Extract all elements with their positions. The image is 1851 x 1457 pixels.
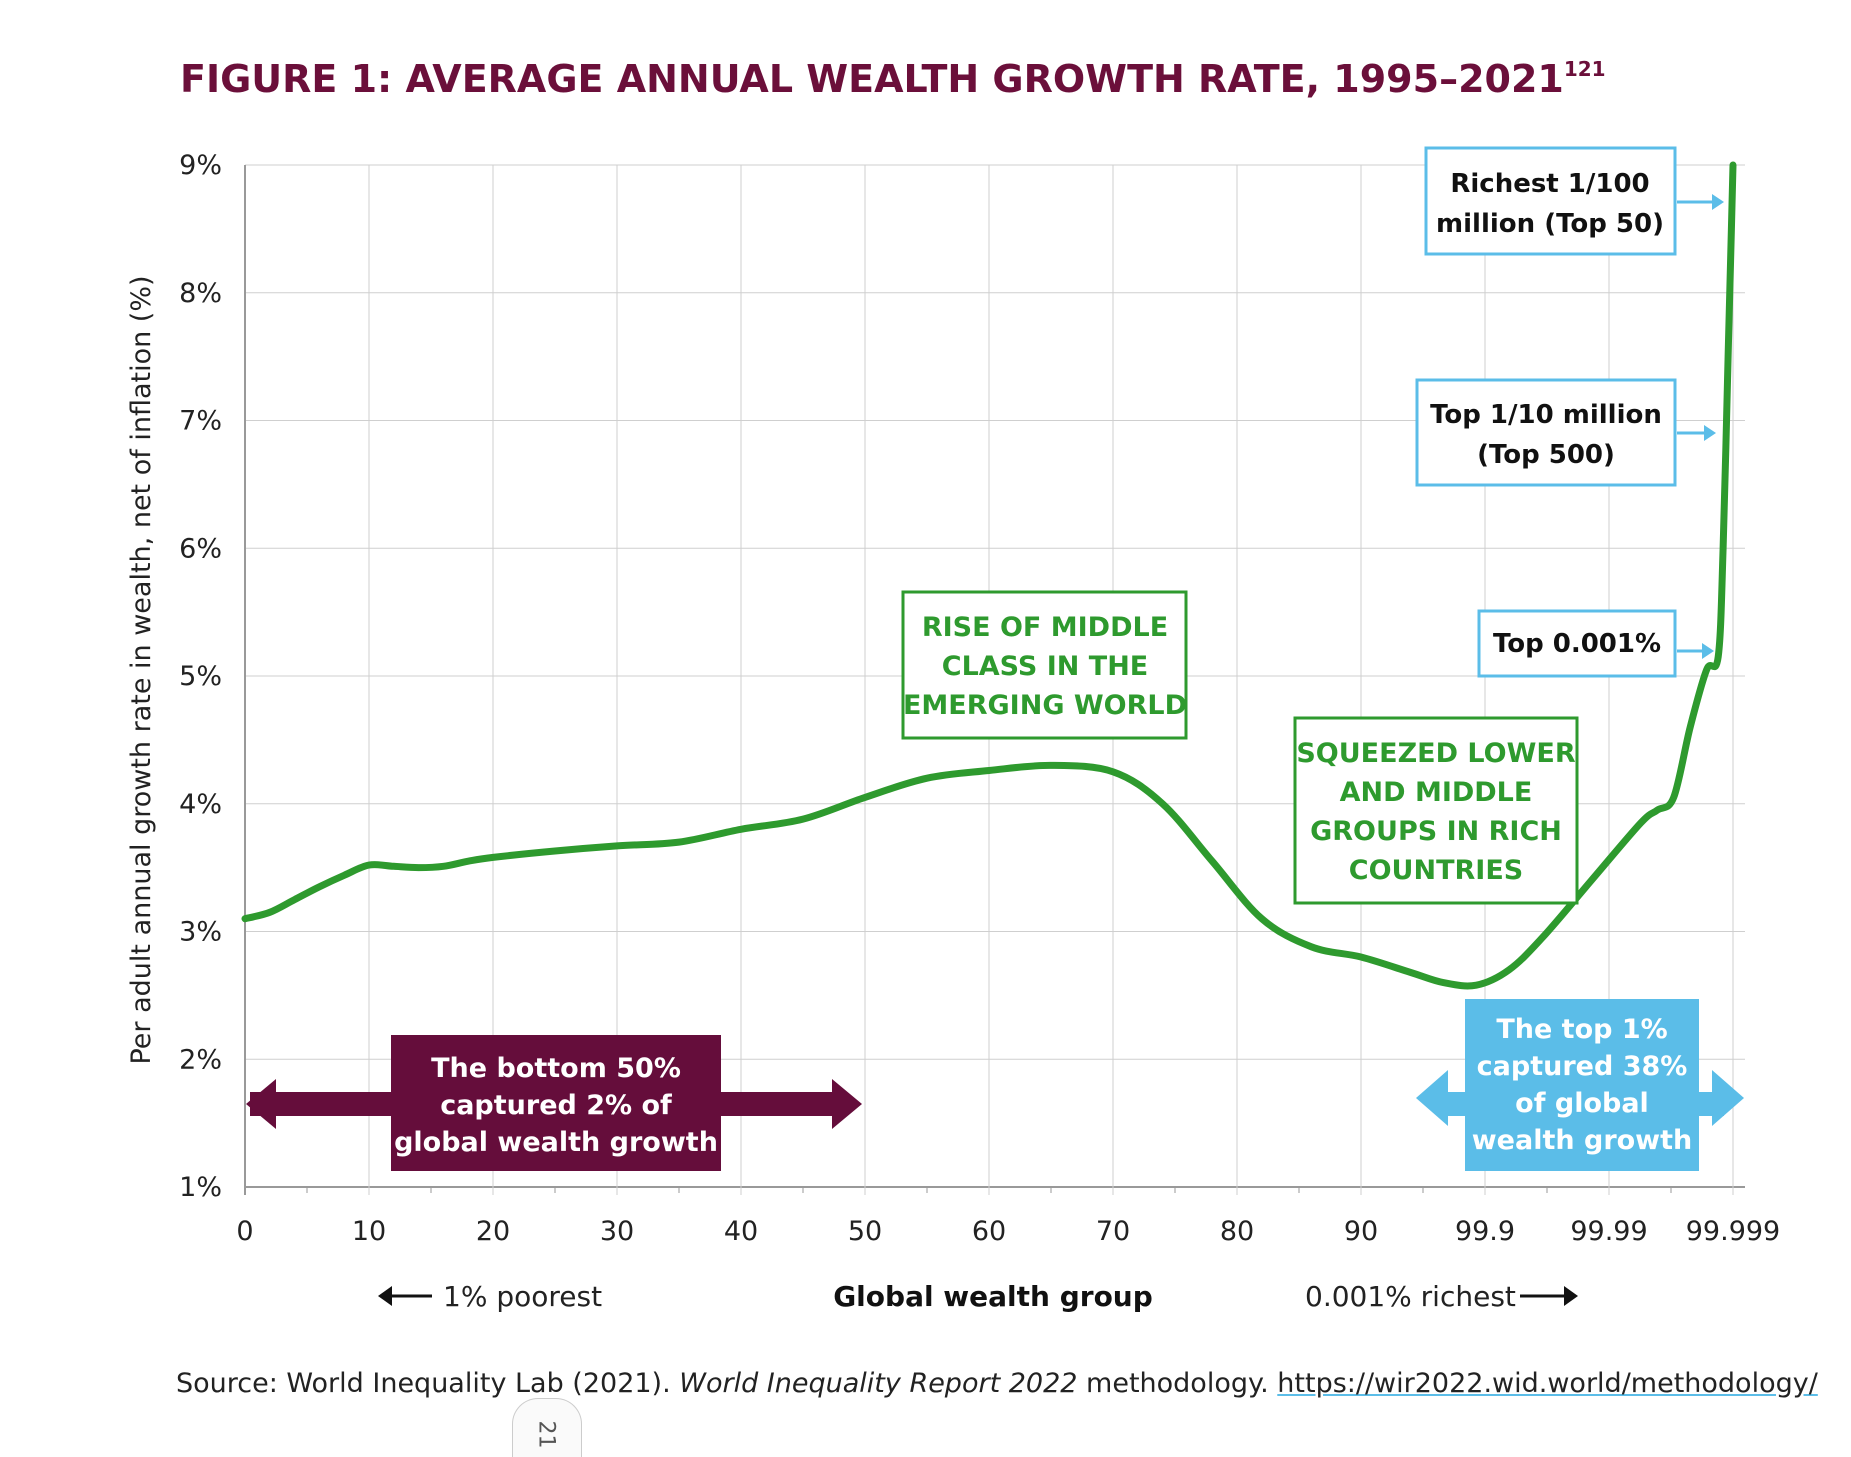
middle-class-line-1: RISE OF MIDDLE (922, 612, 1168, 643)
y-axis-label: Per adult annual growth rate in wealth, … (126, 275, 157, 1064)
x-tick-label: 30 (600, 1216, 634, 1247)
bottom50-line-2: captured 2% of (440, 1090, 672, 1121)
richest-annotation: Richest 1/100 million (Top 50) (1424, 146, 1724, 256)
richest-note: 0.001% richest (1305, 1280, 1578, 1313)
bottom50-right-arrow-icon (832, 1079, 862, 1129)
richest-end-label: 0.001% richest (1305, 1280, 1516, 1313)
x-axis-ticks: 0 10 20 30 40 50 60 70 80 90 99.9 99.99 99.999 (236, 1187, 1780, 1247)
x-tick-label: 50 (848, 1216, 882, 1247)
top1-line-2: captured 38% (1477, 1051, 1688, 1082)
x-tick-label: 0 (236, 1216, 253, 1247)
y-tick-label: 8% (179, 278, 222, 309)
source-note: Source: World Inequality Lab (2021). Wor… (176, 1368, 1818, 1399)
squeezed-annotation: SQUEEZED LOWER AND MIDDLE GROUPS IN RICH… (1293, 716, 1579, 905)
bottom50-annotation: The bottom 50% captured 2% of global wea… (246, 1035, 862, 1171)
top0001-label: Top 0.001% (1493, 629, 1661, 659)
middle-class-annotation: RISE OF MIDDLE CLASS IN THE EMERGING WOR… (901, 590, 1188, 740)
x-tick-label: 10 (352, 1216, 386, 1247)
source-prefix: Source: World Inequality Lab (2021). (176, 1368, 680, 1399)
y-tick-label: 7% (179, 406, 222, 437)
x-tick-label: 90 (1344, 1216, 1378, 1247)
series-line (241, 161, 1737, 990)
richest-line-1: Richest 1/100 (1450, 169, 1649, 199)
middle-class-line-2: CLASS IN THE (942, 651, 1149, 682)
x-tick-label: 70 (1096, 1216, 1130, 1247)
source-link[interactable]: https://wir2022.wid.world/methodology/ (1277, 1368, 1818, 1399)
y-tick-label: 9% (179, 150, 222, 181)
x-tick-label: 99.9 (1455, 1216, 1515, 1247)
page-number: 21 (533, 1420, 559, 1449)
source-middle: methodology. (1077, 1368, 1278, 1399)
x-axis-label: Global wealth group (833, 1280, 1153, 1313)
y-tick-label: 6% (179, 533, 222, 564)
squeezed-line-1: SQUEEZED LOWER (1296, 738, 1575, 769)
x-tick-label: 80 (1220, 1216, 1254, 1247)
x-tick-label: 99.999 (1686, 1216, 1780, 1247)
top1-annotation: The top 1% captured 38% of global wealth… (1416, 999, 1744, 1171)
top-0001-annotation: Top 0.001% (1477, 609, 1714, 678)
squeezed-line-4: COUNTRIES (1349, 855, 1523, 886)
x-tick-label: 20 (476, 1216, 510, 1247)
y-tick-label: 4% (179, 789, 222, 820)
middle-class-line-3: EMERGING WORLD (903, 690, 1187, 721)
bottom50-line-3: global wealth growth (394, 1127, 718, 1158)
top10m-line-1: Top 1/10 million (1430, 400, 1662, 430)
right-arrow-icon (1564, 1286, 1578, 1306)
bottom50-line-1: The bottom 50% (431, 1053, 681, 1084)
top1-line-1: The top 1% (1496, 1014, 1667, 1045)
top1-line-4: wealth growth (1472, 1125, 1693, 1156)
x-tick-label: 40 (724, 1216, 758, 1247)
top10m-arrow-icon (1704, 425, 1716, 441)
source-report-title: World Inequality Report 2022 (679, 1368, 1078, 1399)
x-tick-label: 99.99 (1570, 1216, 1647, 1247)
x-tick-label: 60 (972, 1216, 1006, 1247)
top-ten-million-annotation: Top 1/10 million (Top 500) (1415, 378, 1716, 487)
y-axis-ticks: 1% 2% 3% 4% 5% 6% 7% 8% 9% (179, 150, 222, 1203)
squeezed-line-2: AND MIDDLE (1340, 777, 1533, 808)
grid (244, 164, 1745, 1195)
top0001-arrow-icon (1702, 643, 1714, 659)
bottom50-left-arrow-icon (246, 1079, 276, 1129)
top1-line-3: of global (1515, 1088, 1649, 1119)
top1-right-arrow-icon (1712, 1070, 1744, 1126)
y-tick-label: 1% (179, 1172, 222, 1203)
poorest-label: 1% poorest (443, 1280, 602, 1313)
squeezed-line-3: GROUPS IN RICH (1310, 816, 1562, 847)
top10m-line-2: (Top 500) (1477, 440, 1615, 470)
richest-line-2: million (Top 50) (1436, 209, 1664, 239)
y-tick-label: 2% (179, 1044, 222, 1075)
y-tick-label: 3% (179, 917, 222, 948)
top1-left-arrow-icon (1416, 1070, 1448, 1126)
y-tick-label: 5% (179, 661, 222, 692)
richest-arrow-icon (1712, 194, 1724, 210)
page-tab (512, 1398, 582, 1457)
figure-title: FIGURE 1: AVERAGE ANNUAL WEALTH GROWTH R… (180, 57, 1606, 101)
left-arrow-icon (378, 1286, 392, 1306)
poorest-note: 1% poorest (378, 1280, 602, 1313)
